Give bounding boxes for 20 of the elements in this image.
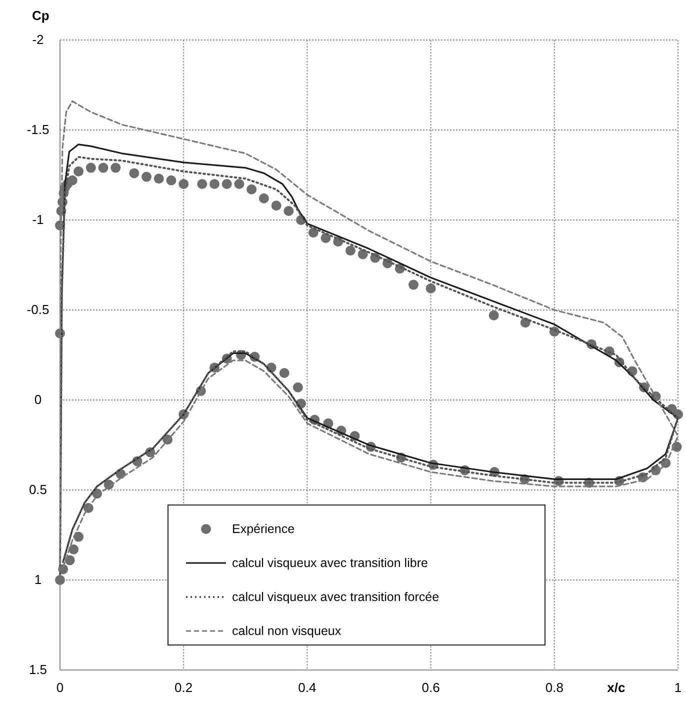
- x-tick-label: 0.8: [545, 680, 564, 695]
- legend-label: calcul visqueux avec transition libre: [232, 556, 428, 570]
- x-tick-label: 0.4: [298, 680, 316, 695]
- y-axis-title: Cp: [32, 8, 50, 23]
- y-tick-label: 0.5: [28, 482, 48, 497]
- x-tick-label: 1: [674, 680, 682, 695]
- x-tick-label: 0.6: [422, 680, 440, 695]
- x-axis-title: x/c: [607, 680, 626, 695]
- y-tick-label: 0: [34, 392, 42, 407]
- y-tick-label: 1.5: [28, 662, 48, 677]
- legend-label: calcul visqueux avec transition forcée: [232, 590, 440, 604]
- x-tick-label: 0.2: [174, 680, 193, 695]
- legend-label: Expérience: [232, 522, 295, 536]
- y-tick-label: -1: [32, 212, 44, 227]
- legend-label: calcul non visqueux: [232, 624, 342, 638]
- y-tick-label: -2: [32, 32, 44, 47]
- y-tick-label: -1.5: [26, 122, 50, 137]
- y-tick-label: 1: [34, 572, 42, 587]
- y-tick-label: -0.5: [26, 302, 50, 317]
- x-tick-label: 0: [56, 680, 64, 695]
